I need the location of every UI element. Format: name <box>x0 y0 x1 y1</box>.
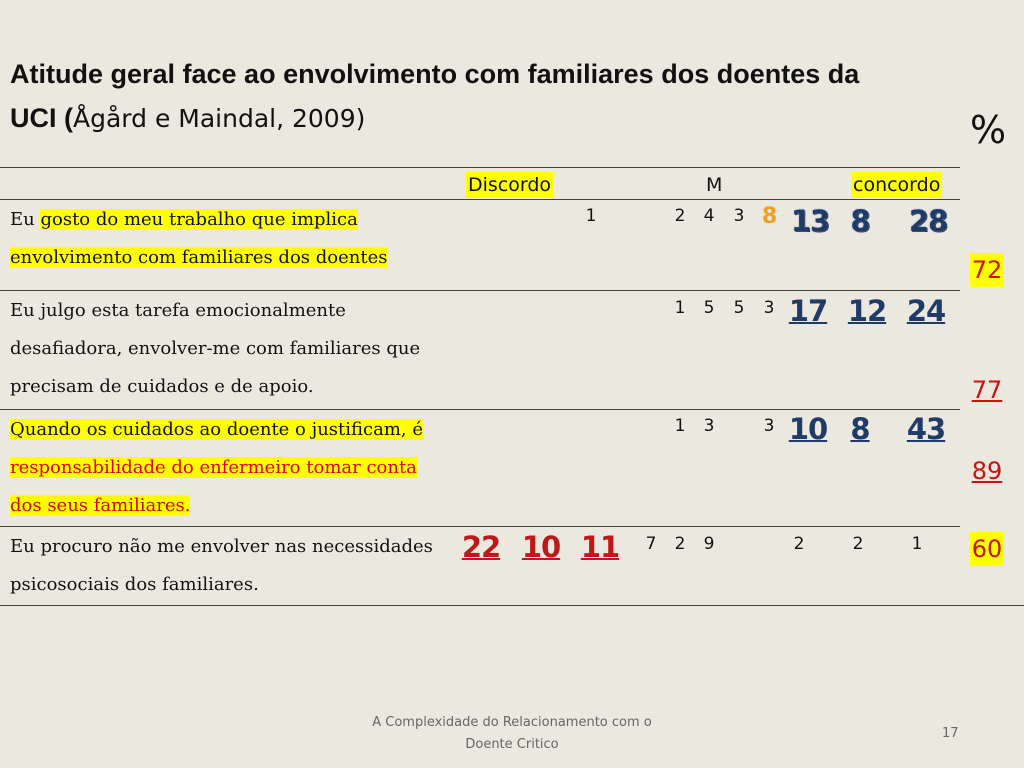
row4-line1: Eu procuro não me envolver nas necessida… <box>10 536 433 557</box>
table-rule-bottom <box>0 605 1024 606</box>
row2-line2: desafiadora, envolver-me com familiares … <box>10 338 421 359</box>
table-rule-row3 <box>0 526 960 527</box>
row3-line3: dos seus familiares. <box>10 495 191 516</box>
row2-statement: Eu julgo esta tarefa emocionalmente desa… <box>10 292 450 406</box>
header-discordo: Discordo <box>466 172 554 198</box>
row1-c3: 1 <box>585 206 597 226</box>
row3-line2: responsabilidade do enfermeiro tomar con… <box>10 457 417 478</box>
header-m: M <box>706 174 723 196</box>
row4-c3: 11 <box>580 530 620 564</box>
row2-c5: 1 <box>674 298 686 318</box>
row1-text-b: gosto do meu trabalho que implica <box>40 209 358 230</box>
row4-c8: 2 <box>793 534 805 554</box>
row2-percent: 77 <box>971 376 1003 404</box>
row3-c5: 1 <box>674 416 686 436</box>
row1-c5: 2 <box>674 206 686 226</box>
row1-text-c: envolvimento com familiares dos doentes <box>10 247 388 268</box>
row3-c9: 10 <box>788 412 828 446</box>
row1-statement: Eu gosto do meu trabalho que implica env… <box>10 201 450 277</box>
row1-c6: 4 <box>703 206 715 226</box>
row3-statement: Quando os cuidados ao doente o justifica… <box>10 411 450 525</box>
title-main: Atitude geral face ao envolvimento com f… <box>10 59 860 133</box>
row1-percent: 72 <box>970 253 1004 287</box>
row2-line1: Eu julgo esta tarefa emocionalmente <box>10 300 346 321</box>
slide-footer: A Complexidade do Relacionamento com o D… <box>352 712 672 756</box>
footer-line2: Doente Critico <box>465 737 559 752</box>
row3-c8: 3 <box>763 416 775 436</box>
row4-c4: 7 <box>645 534 657 554</box>
slide-title: Atitude geral face ao envolvimento com f… <box>10 52 910 141</box>
row2-line3: precisam de cuidados e de apoio. <box>10 376 314 397</box>
row1-text-a: Eu <box>10 209 41 230</box>
header-concordo: concordo <box>851 172 943 198</box>
row2-c9: 17 <box>788 294 828 328</box>
row2-c11: 24 <box>906 294 946 328</box>
row1-c10: 8 <box>850 204 870 238</box>
row4-c2: 10 <box>521 530 561 564</box>
row2-c7: 5 <box>733 298 745 318</box>
row4-c11: 1 <box>911 534 923 554</box>
page-number: 17 <box>942 726 959 741</box>
row1-c8: 8 <box>761 204 777 229</box>
row3-c6: 3 <box>703 416 715 436</box>
row3-c10: 8 <box>850 412 870 446</box>
table-rule-row2 <box>0 409 960 410</box>
row2-c8: 3 <box>763 298 775 318</box>
row4-c1: 22 <box>461 530 501 564</box>
row1-c7: 3 <box>733 206 745 226</box>
row4-c10: 2 <box>852 534 864 554</box>
table-rule-row1 <box>0 290 960 291</box>
row4-c6: 9 <box>703 534 715 554</box>
footer-line1: A Complexidade do Relacionamento com o <box>372 715 652 730</box>
title-citation: Ågård e Maindal, 2009) <box>73 104 366 133</box>
row4-percent: 60 <box>970 532 1004 566</box>
row4-statement: Eu procuro não me envolver nas necessida… <box>10 528 450 604</box>
row4-line2: psicosociais dos familiares. <box>10 574 259 595</box>
percent-header: % <box>970 108 1007 152</box>
row4-c5: 2 <box>674 534 686 554</box>
row2-c6: 5 <box>703 298 715 318</box>
row3-percent: 89 <box>971 457 1003 485</box>
row3-line1: Quando os cuidados ao doente o justifica… <box>10 419 423 440</box>
row2-c10: 12 <box>847 294 887 328</box>
row3-c11: 43 <box>906 412 946 446</box>
row1-c11: 28 <box>908 204 948 238</box>
table-rule-header <box>0 199 960 200</box>
row1-c9: 13 <box>790 204 830 238</box>
table-rule-top <box>0 167 960 168</box>
